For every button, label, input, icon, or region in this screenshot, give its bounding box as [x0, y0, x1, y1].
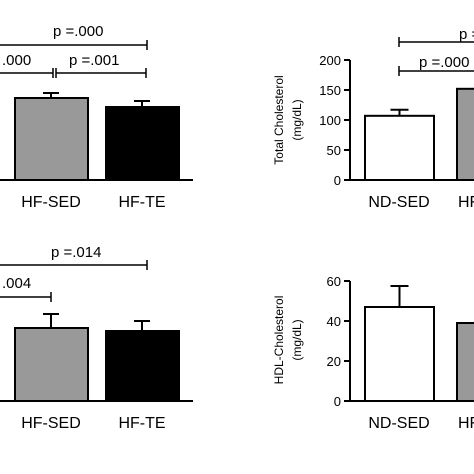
sig-label-tr-2: p =.000: [419, 54, 469, 71]
sig-bracket-2: [0, 292, 52, 302]
sig-label-3: p =.001: [69, 52, 119, 69]
panel-bottom-right: HDL-Cholesterol (mg/dL) 0 20 40 60 ND-SED H…: [272, 274, 474, 432]
y-tick-label: 150: [319, 83, 341, 98]
error-bar-hf-te: [134, 320, 150, 331]
x-tick-label-hf: HF: [458, 194, 474, 211]
bars: [364, 285, 474, 402]
sig-bracket-3: [55, 68, 147, 78]
bar-hf-sed: [14, 327, 89, 402]
x-tick-label-hf-te: HF-TE: [118, 194, 165, 211]
sig-label-2: .004: [2, 275, 31, 292]
sig-bracket-1: [0, 260, 148, 270]
y-axis-title-line2: (mg/dL): [290, 319, 304, 360]
sig-label-2: .000: [2, 52, 31, 69]
error-bar-nd-sed: [390, 285, 409, 307]
error-bar-hf-te: [134, 100, 150, 107]
sig-label-1: p =.014: [51, 244, 101, 261]
panel-bottom-left: p =.014 .004 HF-SED HF-TE: [0, 244, 193, 432]
error-bar-nd-sed: [390, 108, 409, 116]
sig-bracket-tr-2: [398, 66, 474, 76]
y-tick-label: 200: [319, 53, 341, 68]
bar-hf-te: [105, 330, 180, 402]
y-axis-title-line2: (mg/dL): [290, 99, 304, 140]
x-tick-label-hf: HF: [458, 415, 474, 432]
y-tick-label: 0: [334, 173, 341, 188]
sig-label-1: p =.000: [53, 23, 103, 40]
y-tick-label: 20: [327, 354, 341, 369]
bar-hf-sed: [14, 97, 89, 181]
x-tick-label-hf-sed: HF-SED: [21, 194, 81, 211]
y-tick-label: 100: [319, 113, 341, 128]
y-tick-label: 60: [327, 274, 341, 289]
error-bar-hf-sed: [43, 92, 59, 98]
bar-hf: [456, 87, 474, 181]
y-tick-label: 40: [327, 314, 341, 329]
y-tick-label: 50: [327, 143, 341, 158]
y-axis-title-line1: HDL-Cholesterol: [272, 296, 286, 385]
panel-top-right: Total Cholesterol (mg/dL) 0 50 100 150 200 p…: [272, 26, 474, 211]
bar-hf: [456, 322, 474, 402]
x-tick-label-nd-sed: ND-SED: [368, 194, 429, 211]
y-axis-title-line1: Total Cholesterol: [272, 75, 286, 164]
bar-nd-sed: [364, 114, 435, 181]
x-tick-label-nd-sed: ND-SED: [368, 415, 429, 432]
y-tick-label: 0: [334, 394, 341, 409]
error-bar-hf-sed: [43, 313, 59, 328]
sig-bracket-2: [0, 68, 54, 78]
bar-nd-sed: [364, 306, 435, 402]
bars: [364, 87, 474, 181]
x-tick-label-hf-te: HF-TE: [118, 415, 165, 432]
panel-top-left: p =.000 .000 p =.001 HF-SED HF-TE: [0, 23, 193, 211]
sig-bracket-1: [0, 40, 148, 50]
x-tick-label-hf-sed: HF-SED: [21, 415, 81, 432]
bar-hf-te: [105, 106, 180, 181]
sig-label-tr-1: p =.000: [459, 26, 474, 43]
sig-bracket-tr-1: [398, 37, 474, 47]
